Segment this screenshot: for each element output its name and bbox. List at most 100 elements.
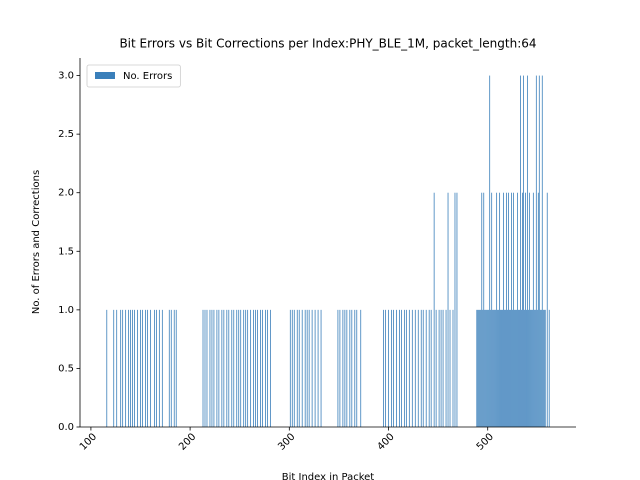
bar xyxy=(150,309,151,427)
bar xyxy=(401,309,402,427)
bar xyxy=(504,309,505,427)
bar xyxy=(132,309,133,427)
bar xyxy=(535,75,537,428)
bar xyxy=(514,309,515,427)
bar xyxy=(478,309,480,427)
bar xyxy=(482,309,484,427)
bar xyxy=(337,309,339,427)
bar xyxy=(428,309,430,427)
bar xyxy=(490,309,492,427)
bar xyxy=(454,192,456,427)
bar xyxy=(536,309,538,427)
bar xyxy=(539,309,541,427)
bar xyxy=(541,75,543,428)
bar xyxy=(507,309,508,427)
bar xyxy=(106,309,108,427)
bar xyxy=(265,309,266,427)
bar xyxy=(116,309,118,427)
y-axis-label: No. of Errors and Corrections xyxy=(31,170,42,314)
bar xyxy=(154,309,155,427)
bar xyxy=(213,309,215,427)
bar xyxy=(420,309,422,427)
bar xyxy=(414,309,416,427)
bar xyxy=(296,309,298,427)
legend-box xyxy=(86,64,181,88)
bar xyxy=(508,192,509,427)
bar xyxy=(293,309,295,427)
bar xyxy=(502,309,503,427)
bar xyxy=(238,309,240,427)
bar xyxy=(270,309,271,427)
bar xyxy=(516,309,517,427)
bar xyxy=(489,75,491,428)
bar xyxy=(529,309,531,427)
bar xyxy=(548,309,550,427)
bar xyxy=(304,309,306,427)
bar xyxy=(532,192,534,427)
bar xyxy=(526,309,527,427)
bar xyxy=(501,309,502,427)
bar xyxy=(306,309,308,427)
bar xyxy=(155,309,157,427)
bar xyxy=(396,309,397,427)
bar xyxy=(349,309,351,427)
bar xyxy=(250,309,252,427)
bar xyxy=(231,309,233,427)
bar xyxy=(499,192,501,427)
bar xyxy=(240,309,242,427)
bar xyxy=(438,309,440,427)
bar xyxy=(351,309,353,427)
bar xyxy=(537,192,539,427)
bar xyxy=(311,309,313,427)
bar xyxy=(505,309,506,427)
bar xyxy=(498,309,500,427)
bar xyxy=(408,309,410,427)
bar xyxy=(523,75,524,428)
bar xyxy=(161,309,163,427)
bar xyxy=(540,309,542,427)
y-tick-label: 3.0 xyxy=(58,71,74,82)
bar xyxy=(206,309,208,427)
bar xyxy=(440,309,442,427)
bar xyxy=(140,309,141,427)
bar xyxy=(484,309,486,427)
bar xyxy=(385,309,386,427)
bar xyxy=(542,309,544,427)
bar xyxy=(497,309,499,427)
bar xyxy=(445,309,447,427)
bar xyxy=(383,309,384,427)
bar xyxy=(527,309,529,427)
x-tick-label: 100 xyxy=(78,431,99,452)
bar xyxy=(344,309,346,427)
bar xyxy=(480,309,482,427)
chart-title: Bit Errors vs Bit Corrections per Index:… xyxy=(119,37,536,51)
bar xyxy=(233,309,235,427)
bar xyxy=(495,309,497,427)
bar xyxy=(211,309,213,427)
bar xyxy=(522,192,523,427)
bar xyxy=(422,309,424,427)
bar xyxy=(485,309,487,427)
bar xyxy=(456,192,458,427)
bar xyxy=(411,309,413,427)
bar xyxy=(134,309,135,427)
bar xyxy=(481,192,483,427)
bar xyxy=(509,309,510,427)
bar xyxy=(128,309,130,427)
x-tick-label: 200 xyxy=(177,431,198,452)
y-tick-label: 2.0 xyxy=(58,188,74,199)
bar xyxy=(317,309,319,427)
bar xyxy=(314,309,316,427)
bar xyxy=(130,309,131,427)
bar xyxy=(425,309,427,427)
bar xyxy=(538,75,540,428)
bar xyxy=(405,309,407,427)
bar xyxy=(525,192,526,427)
bar xyxy=(243,309,245,427)
bar xyxy=(496,192,498,427)
bar xyxy=(221,309,223,427)
bar xyxy=(520,75,521,428)
bar xyxy=(255,309,256,427)
bar xyxy=(308,309,310,427)
